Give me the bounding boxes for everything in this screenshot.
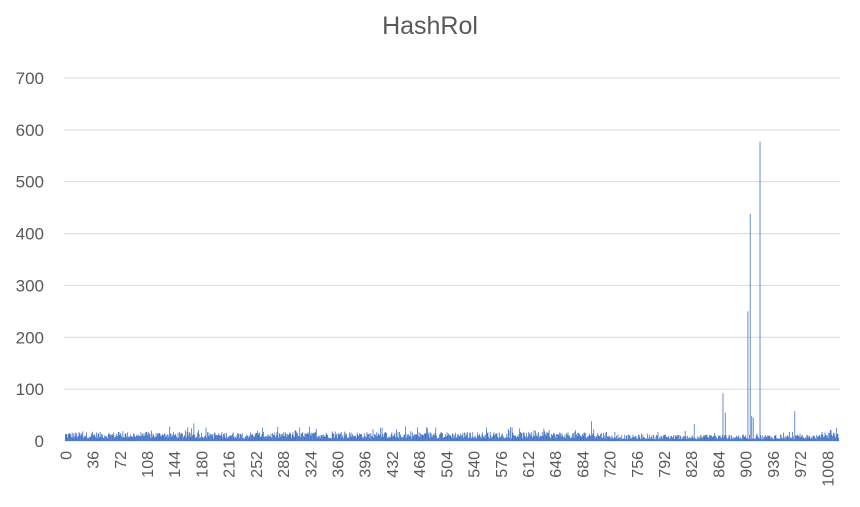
x-tick-label: 504 bbox=[439, 451, 456, 478]
x-tick-label: 684 bbox=[575, 451, 592, 478]
x-tick-label: 0 bbox=[58, 451, 75, 460]
x-tick-label: 756 bbox=[630, 451, 647, 478]
y-tick-label: 300 bbox=[16, 276, 44, 295]
y-tick-label: 200 bbox=[16, 328, 44, 347]
gridlines bbox=[64, 77, 840, 442]
chart-title: HashRol bbox=[382, 12, 478, 40]
y-tick-label: 400 bbox=[16, 225, 44, 244]
x-tick-label: 288 bbox=[276, 451, 293, 478]
x-tick-label: 468 bbox=[412, 451, 429, 478]
x-tick-label: 396 bbox=[358, 451, 375, 478]
x-tick-label: 972 bbox=[793, 451, 810, 478]
x-tick-label: 828 bbox=[684, 451, 701, 478]
y-tick-label: 0 bbox=[35, 432, 44, 451]
x-tick-label: 180 bbox=[194, 451, 211, 478]
x-tick-label: 792 bbox=[657, 451, 674, 478]
bars bbox=[64, 141, 840, 441]
x-tick-label: 144 bbox=[167, 451, 184, 478]
x-tick-label: 108 bbox=[140, 451, 157, 478]
x-tick-label: 324 bbox=[303, 451, 320, 478]
x-tick-label: 864 bbox=[711, 451, 728, 478]
x-tick-label: 72 bbox=[113, 451, 130, 469]
x-tick-label: 936 bbox=[766, 451, 783, 478]
x-tick-label: 720 bbox=[603, 451, 620, 478]
x-tick-label: 648 bbox=[548, 451, 565, 478]
x-tick-label: 36 bbox=[86, 451, 103, 469]
x-tick-label: 576 bbox=[494, 451, 511, 478]
y-axis-ticks: 0 100 200 300 400 500 600 700 bbox=[16, 69, 44, 451]
x-tick-label: 612 bbox=[521, 451, 538, 478]
y-tick-label: 100 bbox=[16, 380, 44, 399]
x-tick-label: 432 bbox=[385, 451, 402, 478]
x-tick-label: 540 bbox=[467, 451, 484, 478]
x-tick-label: 360 bbox=[330, 451, 347, 478]
x-axis-ticks: 0 36 72 108 144 180 216 252 288 324 360 396 432 468 50… bbox=[58, 451, 837, 487]
x-tick-label: 252 bbox=[249, 451, 266, 478]
x-tick-label: 216 bbox=[222, 451, 239, 478]
y-tick-label: 500 bbox=[16, 173, 44, 192]
x-tick-label: 1008 bbox=[820, 451, 837, 487]
y-tick-label: 700 bbox=[16, 69, 44, 88]
y-tick-label: 600 bbox=[16, 121, 44, 140]
x-tick-label: 900 bbox=[739, 451, 756, 478]
